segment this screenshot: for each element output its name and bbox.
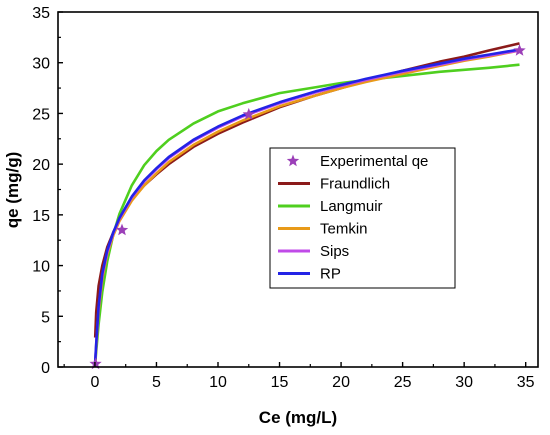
y-tick-label: 15	[32, 208, 50, 225]
x-tick-label: 35	[517, 374, 535, 391]
legend-box	[269, 147, 456, 289]
legend-label-experimental: Experimental qe	[320, 153, 428, 170]
legend-label-rp: RP	[320, 266, 341, 283]
y-axis-title: qe (mg/g)	[3, 152, 22, 229]
y-tick-label: 25	[32, 106, 50, 123]
y-tick-label: 10	[32, 259, 50, 276]
y-tick-label: 20	[32, 157, 50, 174]
x-tick-label: 25	[394, 374, 412, 391]
y-tick-label: 5	[41, 309, 50, 326]
y-tick-label: 35	[32, 5, 50, 22]
legend-label-langmuir: Langmuir	[320, 198, 383, 215]
x-tick-label: 20	[332, 374, 350, 391]
x-tick-label: 0	[90, 374, 99, 391]
experimental-point	[513, 44, 526, 56]
y-tick-label: 30	[32, 56, 50, 73]
y-axis-ticks: 0 5 10 15 20 25 30 35	[32, 5, 63, 377]
series-line-rp	[93, 48, 520, 368]
y-tick-label: 0	[41, 360, 50, 377]
legend: Experimental qe Fraundlich Langmuir Temkin S…	[269, 147, 456, 289]
x-axis-title: Ce (mg/L)	[259, 408, 337, 427]
experimental-point	[115, 223, 129, 236]
x-tick-label: 30	[455, 374, 473, 391]
legend-label-temkin: Temkin	[320, 221, 368, 238]
plot-lines	[93, 42, 520, 368]
x-tick-label: 5	[152, 374, 161, 391]
x-tick-label: 10	[209, 374, 227, 391]
series-line-langmuir	[93, 63, 520, 368]
legend-swatch-experimental	[286, 154, 300, 167]
x-axis-ticks: 0 5 10 15 20 25 30 35	[63, 362, 535, 391]
legend-label-sips: Sips	[320, 243, 349, 260]
legend-label-fraundlich: Fraundlich	[320, 176, 390, 193]
experimental-point	[242, 107, 255, 120]
x-tick-label: 15	[271, 374, 289, 391]
